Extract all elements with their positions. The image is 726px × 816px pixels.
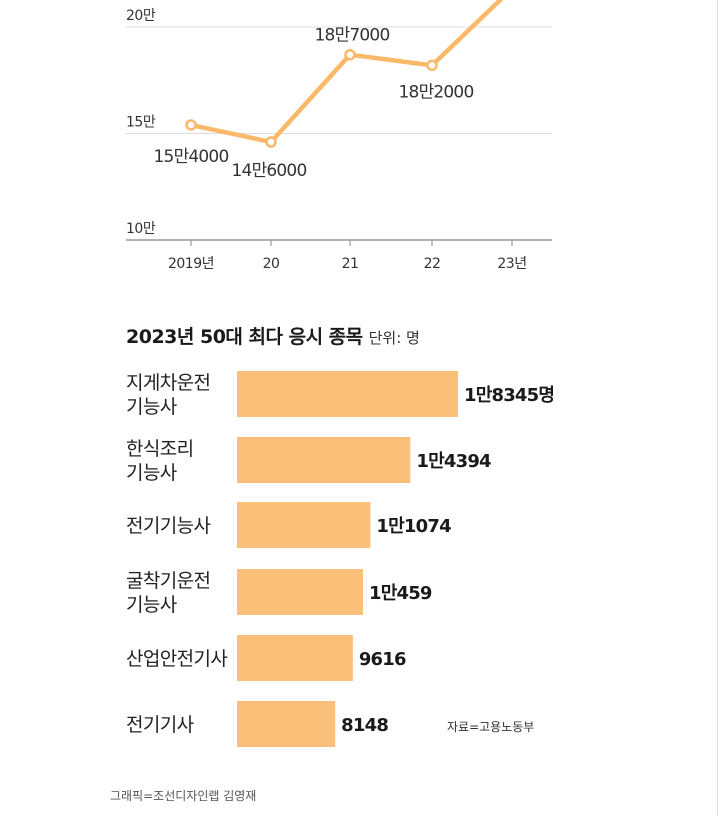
- source-note: 자료=고용노동부: [447, 720, 535, 734]
- category-label: 기능사: [126, 594, 177, 616]
- data-label: 18만7000: [315, 26, 390, 46]
- value-label: 1만1074: [376, 516, 451, 537]
- bar: [237, 437, 411, 483]
- page-border: [717, 0, 718, 816]
- value-label: 9616: [359, 649, 406, 670]
- value-label: 1만8345명: [464, 385, 554, 406]
- value-label: 1만4394: [416, 451, 491, 472]
- y-tick-label: 15만: [126, 115, 156, 131]
- data-point: [265, 136, 277, 148]
- bar-chart-title: 2023년 50대 최다 응시 종목 단위: 명: [126, 326, 420, 348]
- category-label: 기능사: [126, 396, 177, 418]
- graphic-credit: 그래픽=조선디자인랩 김영재: [110, 789, 257, 803]
- bar: [237, 502, 371, 548]
- category-label: 전기기사: [126, 714, 194, 736]
- bar: [237, 635, 353, 681]
- bar-chart-unit: 단위: 명: [368, 329, 420, 347]
- data-label: 18만2000: [399, 82, 474, 102]
- category-label: 전기기능사: [126, 515, 211, 537]
- x-tick-label: 2019년: [168, 256, 214, 272]
- x-tick-label: 21: [342, 256, 359, 272]
- x-tick-label: 20: [263, 256, 280, 272]
- data-label: 15만4000: [154, 147, 229, 167]
- category-label: 굴착기운전: [126, 570, 210, 592]
- x-tick-label: 22: [424, 256, 441, 272]
- category-label: 기능사: [126, 462, 177, 484]
- data-point: [344, 48, 356, 61]
- data-point: [185, 119, 197, 131]
- category-label: 산업안전기사: [126, 648, 227, 670]
- x-tick-label: 23년: [497, 256, 526, 272]
- y-tick-label: 10만: [126, 221, 156, 237]
- bar: [237, 569, 363, 615]
- series-line: [188, 0, 504, 145]
- data-label: 14만6000: [232, 161, 307, 181]
- bar: [237, 371, 458, 417]
- value-label: 8148: [341, 715, 388, 736]
- category-label: 한식조리: [126, 438, 194, 460]
- data-point: [426, 59, 438, 72]
- y-tick-label: 20만: [126, 8, 156, 24]
- value-label: 1만459: [369, 583, 432, 604]
- bar: [237, 701, 336, 747]
- category-label: 지게차운전: [126, 372, 210, 394]
